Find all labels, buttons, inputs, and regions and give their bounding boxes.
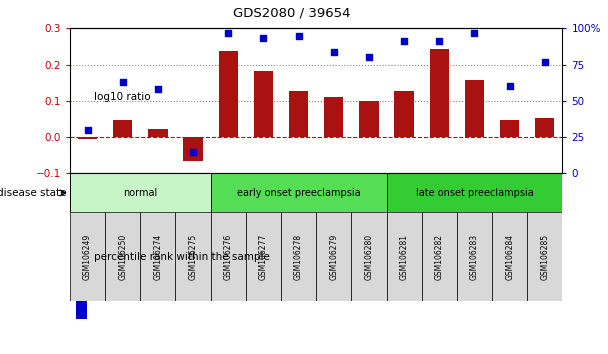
Point [364, 55, 374, 60]
Bar [465, 80, 484, 137]
FancyBboxPatch shape [246, 212, 281, 301]
Text: GSM106280: GSM106280 [364, 234, 373, 280]
Point [83, 127, 92, 133]
Text: GSM106249: GSM106249 [83, 234, 92, 280]
Text: GSM106274: GSM106274 [153, 234, 162, 280]
Text: disease state: disease state [0, 188, 67, 198]
Bar [148, 129, 168, 137]
Bar [500, 120, 519, 137]
FancyBboxPatch shape [351, 212, 387, 301]
FancyBboxPatch shape [281, 212, 316, 301]
Text: GSM106281: GSM106281 [399, 234, 409, 280]
Point [434, 39, 444, 44]
Point [223, 30, 233, 35]
Bar [395, 91, 414, 137]
Text: GSM106282: GSM106282 [435, 234, 444, 280]
Bar [76, 195, 87, 319]
FancyBboxPatch shape [105, 212, 140, 301]
Point [118, 79, 128, 85]
Text: early onset preeclampsia: early onset preeclampsia [237, 188, 361, 198]
Bar [113, 120, 133, 137]
Point [294, 33, 303, 39]
Point [329, 49, 339, 55]
FancyBboxPatch shape [527, 212, 562, 301]
Text: percentile rank within the sample: percentile rank within the sample [94, 252, 270, 262]
Point [153, 86, 163, 92]
Bar [78, 137, 97, 139]
FancyBboxPatch shape [422, 212, 457, 301]
Point [540, 59, 550, 64]
FancyBboxPatch shape [387, 173, 562, 212]
Point [469, 30, 479, 35]
FancyBboxPatch shape [140, 212, 176, 301]
Text: normal: normal [123, 188, 157, 198]
FancyBboxPatch shape [176, 212, 210, 301]
FancyBboxPatch shape [387, 212, 422, 301]
Bar [218, 51, 238, 137]
Point [399, 39, 409, 44]
FancyBboxPatch shape [210, 173, 387, 212]
FancyBboxPatch shape [210, 212, 246, 301]
Bar [324, 97, 344, 137]
Text: GSM106285: GSM106285 [541, 234, 549, 280]
FancyBboxPatch shape [70, 173, 210, 212]
Text: log10 ratio: log10 ratio [94, 92, 151, 102]
Point [505, 84, 514, 89]
Text: GSM106278: GSM106278 [294, 234, 303, 280]
Text: GSM106283: GSM106283 [470, 234, 479, 280]
Bar [359, 101, 379, 137]
Bar [184, 137, 202, 161]
Bar [254, 71, 273, 137]
Bar [430, 49, 449, 137]
Text: late onset preeclampsia: late onset preeclampsia [416, 188, 533, 198]
Point [188, 149, 198, 155]
Text: GDS2080 / 39654: GDS2080 / 39654 [233, 6, 350, 19]
Text: GSM106276: GSM106276 [224, 234, 233, 280]
Bar [289, 91, 308, 137]
Text: GSM106279: GSM106279 [330, 234, 338, 280]
Text: GSM106284: GSM106284 [505, 234, 514, 280]
FancyBboxPatch shape [492, 212, 527, 301]
FancyBboxPatch shape [316, 212, 351, 301]
Text: GSM106277: GSM106277 [259, 234, 268, 280]
Point [258, 36, 268, 41]
Text: GSM106250: GSM106250 [118, 234, 127, 280]
Bar [535, 118, 554, 137]
FancyBboxPatch shape [457, 212, 492, 301]
FancyBboxPatch shape [70, 212, 105, 301]
Bar [76, 35, 87, 159]
Text: GSM106275: GSM106275 [188, 234, 198, 280]
